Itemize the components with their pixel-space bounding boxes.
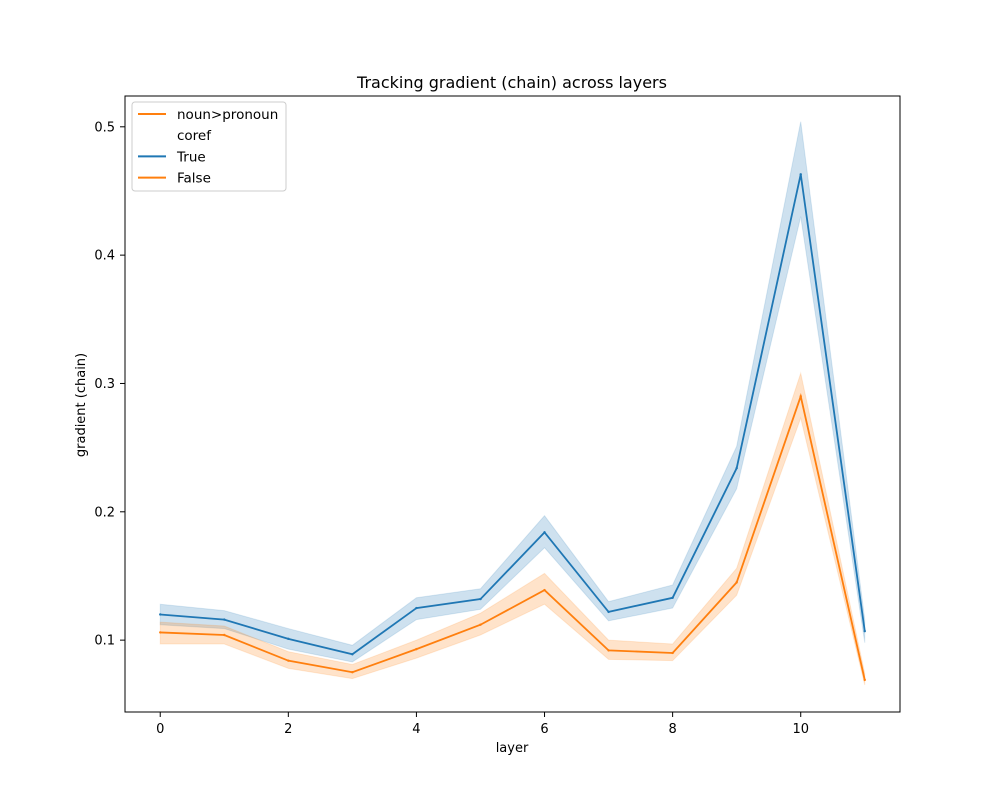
x-axis-label: layer — [496, 741, 529, 756]
legend-entry-label: True — [176, 149, 206, 165]
data-point-true — [351, 653, 354, 656]
confidence-bands — [159, 121, 866, 686]
data-point-true — [415, 606, 418, 610]
data-point-false — [863, 678, 866, 682]
plot-frame — [124, 95, 901, 713]
legend-box — [131, 101, 287, 192]
x-axis-ticks: 0 2 4 6 8 10 — [156, 712, 809, 737]
data-point-true — [735, 466, 738, 470]
data-point-true — [607, 610, 610, 614]
x-tick-label: 2 — [284, 722, 292, 737]
data-point-false — [351, 671, 354, 674]
data-point-false — [223, 633, 226, 637]
legend-entry-label: coref — [177, 128, 212, 144]
data-point-false — [735, 581, 738, 584]
x-tick-label: 8 — [668, 722, 676, 737]
data-point-false — [607, 649, 610, 652]
confidence-band-false — [159, 371, 866, 686]
data-point-true — [799, 173, 802, 176]
legend-entry-label: False — [177, 171, 211, 187]
data-point-false — [799, 395, 802, 398]
y-axis-label: gradient (chain) — [74, 353, 89, 457]
series-line-true — [160, 174, 866, 656]
series-line-false — [160, 393, 866, 681]
x-tick-label: 10 — [792, 722, 809, 737]
chart-title: Tracking gradient (chain) across layers — [356, 73, 667, 92]
data-point-true — [159, 613, 162, 616]
series-lines — [159, 173, 866, 682]
x-tick-label: 6 — [540, 722, 548, 737]
x-tick-label: 0 — [156, 722, 164, 737]
y-tick-label: 0.2 — [94, 505, 115, 520]
data-point-true — [863, 629, 866, 633]
data-point-true — [287, 637, 290, 641]
data-point-true — [543, 531, 546, 534]
y-tick-label: 0.4 — [94, 249, 115, 264]
y-tick-label: 0.5 — [94, 120, 115, 135]
data-point-false — [671, 651, 674, 655]
data-point-false — [479, 623, 482, 626]
data-point-false — [415, 647, 418, 651]
data-point-true — [671, 596, 674, 599]
x-tick-label: 4 — [412, 722, 420, 737]
data-point-true — [223, 618, 226, 621]
y-tick-label: 0.3 — [94, 377, 115, 392]
data-point-false — [287, 659, 290, 662]
y-axis-ticks: 0.1 0.2 0.3 0.4 0.5 — [94, 120, 125, 649]
data-point-false — [543, 588, 546, 592]
legend-entry-label: noun>pronoun — [177, 107, 278, 123]
confidence-band-true — [159, 121, 866, 663]
y-tick-label: 0.1 — [94, 634, 115, 649]
legend: noun>pronoun coref True False — [131, 101, 287, 192]
data-point-false — [159, 631, 162, 634]
data-point-true — [479, 597, 482, 601]
